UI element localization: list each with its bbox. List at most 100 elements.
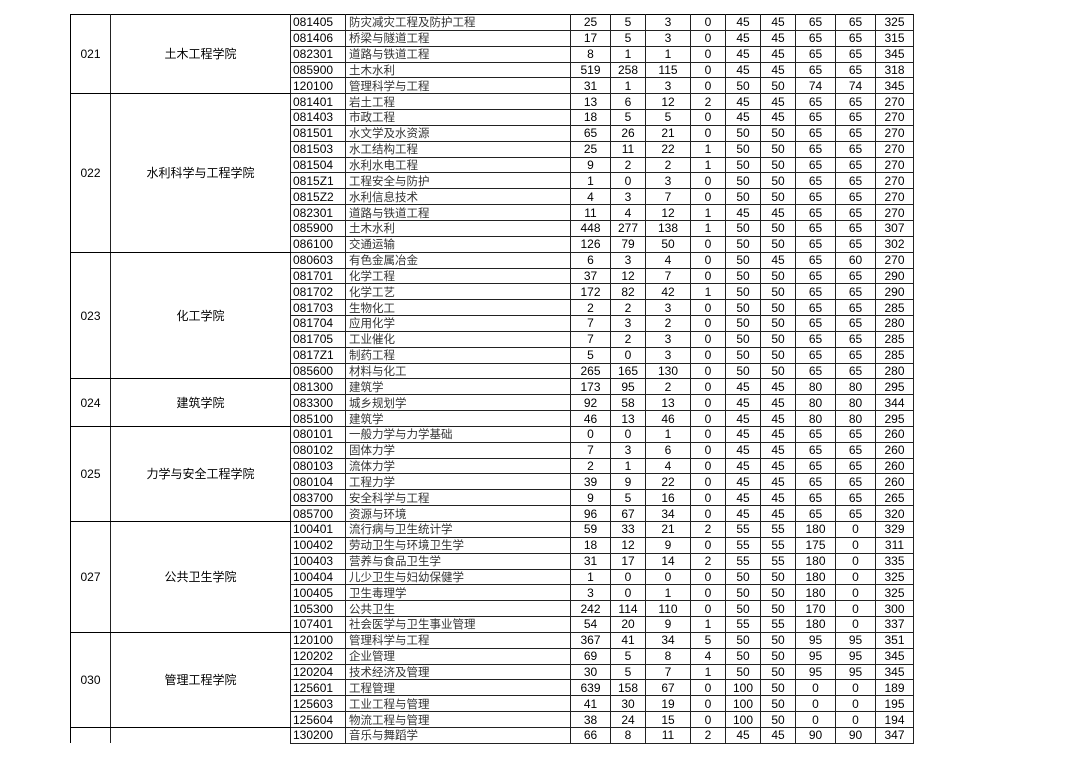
score-cell-n4: 2: [690, 93, 726, 111]
major-name: 技术经济及管理: [345, 663, 571, 681]
score-cell-n8: 95: [835, 647, 876, 665]
college-code: 025: [70, 425, 111, 523]
table-row: 027 公共卫生学院 100401 流行病与卫生统计学 59 33 21 2 55 55 180 0 3…: [70, 521, 914, 633]
score-cell-n3: 9: [645, 536, 691, 554]
score-cell-n7: 80: [795, 410, 836, 427]
score-cell-n4: 0: [690, 473, 726, 491]
table-row: 081503 水工结构工程 25 11 22 1 50 50 65 65 270: [71, 140, 914, 158]
score-cell-n7: 95: [795, 663, 836, 681]
major-code: 080104: [290, 473, 346, 491]
score-cell-n9: 260: [875, 441, 914, 459]
major-name: 劳动卫生与环境卫生学: [345, 536, 571, 554]
score-cell-n7: 90: [795, 726, 836, 744]
score-cell-n1: 11: [570, 204, 611, 221]
major-code: 086100: [290, 235, 346, 253]
score-cell-n9: 295: [875, 378, 914, 396]
score-cell-n4: 0: [690, 505, 726, 522]
score-cell-n9: 285: [875, 299, 914, 317]
score-cell-n6: 50: [760, 77, 796, 95]
score-cell-n3: 7: [645, 663, 691, 681]
score-cell-n5: 50: [725, 156, 761, 174]
score-cell-n1: 31: [570, 552, 611, 570]
score-cell-n6: 55: [760, 552, 796, 570]
score-cell-n2: 277: [610, 219, 646, 237]
score-cell-n2: 13: [610, 410, 646, 427]
score-cell-n7: 65: [795, 14, 836, 31]
score-cell-n5: 45: [725, 457, 761, 475]
college-name: 公共卫生学院: [110, 521, 291, 633]
score-cell-n1: 367: [570, 631, 611, 649]
score-cell-n1: 639: [570, 679, 611, 697]
score-cell-n8: 0: [835, 568, 876, 586]
score-cell-n3: 2: [645, 156, 691, 174]
score-cell-n7: 65: [795, 330, 836, 348]
major-name: 流体力学: [345, 457, 571, 475]
score-cell-n1: 18: [570, 109, 611, 126]
score-cell-n2: 79: [610, 235, 646, 253]
score-cell-n4: 2: [690, 726, 726, 744]
score-cell-n1: 13: [570, 93, 611, 111]
score-cell-n3: 2: [645, 315, 691, 332]
score-cell-n9: 270: [875, 156, 914, 174]
score-cell-n4: 0: [690, 362, 726, 380]
score-cell-n7: 65: [795, 505, 836, 522]
major-name: 岩土工程: [345, 93, 571, 111]
score-cell-n6: 45: [760, 394, 796, 412]
score-cell-n1: 38: [570, 711, 611, 728]
major-code: 081503: [290, 140, 346, 158]
score-cell-n7: 65: [795, 362, 836, 380]
score-cell-n3: 5: [645, 109, 691, 126]
score-cell-n2: 17: [610, 552, 646, 570]
score-cell-n3: 16: [645, 489, 691, 507]
score-cell-n3: 19: [645, 695, 691, 713]
college-code: 022: [70, 93, 111, 253]
score-cell-n1: 6: [570, 251, 611, 269]
score-cell-n4: 1: [690, 204, 726, 221]
score-cell-n8: 0: [835, 616, 876, 633]
major-code: 081703: [290, 299, 346, 317]
score-cell-n6: 45: [760, 410, 796, 427]
college-code: 021: [70, 13, 111, 95]
score-cell-n9: 270: [875, 204, 914, 221]
score-cell-n5: 50: [725, 219, 761, 237]
score-cell-n9: 345: [875, 45, 914, 63]
score-cell-n8: 65: [835, 267, 876, 285]
score-cell-n5: 45: [725, 45, 761, 63]
major-code: 081403: [290, 109, 346, 126]
score-cell-n8: 65: [835, 140, 876, 158]
score-cell-n8: 65: [835, 330, 876, 348]
major-code: 082301: [290, 45, 346, 63]
score-cell-n2: 3: [610, 315, 646, 332]
major-name: 城乡规划学: [345, 394, 571, 412]
score-cell-n4: 0: [690, 109, 726, 126]
score-cell-n4: 1: [690, 140, 726, 158]
major-name: 桥梁与隧道工程: [345, 29, 571, 47]
score-cell-n6: 50: [760, 156, 796, 174]
score-cell-n7: 80: [795, 378, 836, 396]
major-name: 应用化学: [345, 315, 571, 332]
score-cell-n6: 45: [760, 14, 796, 31]
score-cell-n3: 14: [645, 552, 691, 570]
score-cell-n4: 2: [690, 552, 726, 570]
score-cell-n4: 2: [690, 521, 726, 538]
score-cell-n2: 2: [610, 156, 646, 174]
college-code: [70, 726, 111, 744]
score-cell-n9: 270: [875, 93, 914, 111]
score-cell-n1: 41: [570, 695, 611, 713]
score-cell-n5: 50: [725, 251, 761, 269]
score-cell-n8: 0: [835, 521, 876, 538]
score-cell-n9: 290: [875, 267, 914, 285]
score-cell-n7: 65: [795, 156, 836, 174]
score-cell-n8: 74: [835, 77, 876, 95]
score-cell-n2: 95: [610, 378, 646, 396]
score-cell-n7: 65: [795, 267, 836, 285]
score-cell-n5: 45: [725, 394, 761, 412]
score-cell-n2: 8: [610, 726, 646, 744]
score-cell-n3: 9: [645, 616, 691, 633]
score-cell-n5: 50: [725, 77, 761, 95]
table-row: 024 建筑学院 081300 建筑学 173 95 2 0 45 45 80 80 295: [70, 378, 914, 427]
college-name: [110, 726, 291, 744]
score-cell-n7: 95: [795, 631, 836, 649]
score-cell-n7: 65: [795, 489, 836, 507]
score-cell-n5: 50: [725, 299, 761, 317]
